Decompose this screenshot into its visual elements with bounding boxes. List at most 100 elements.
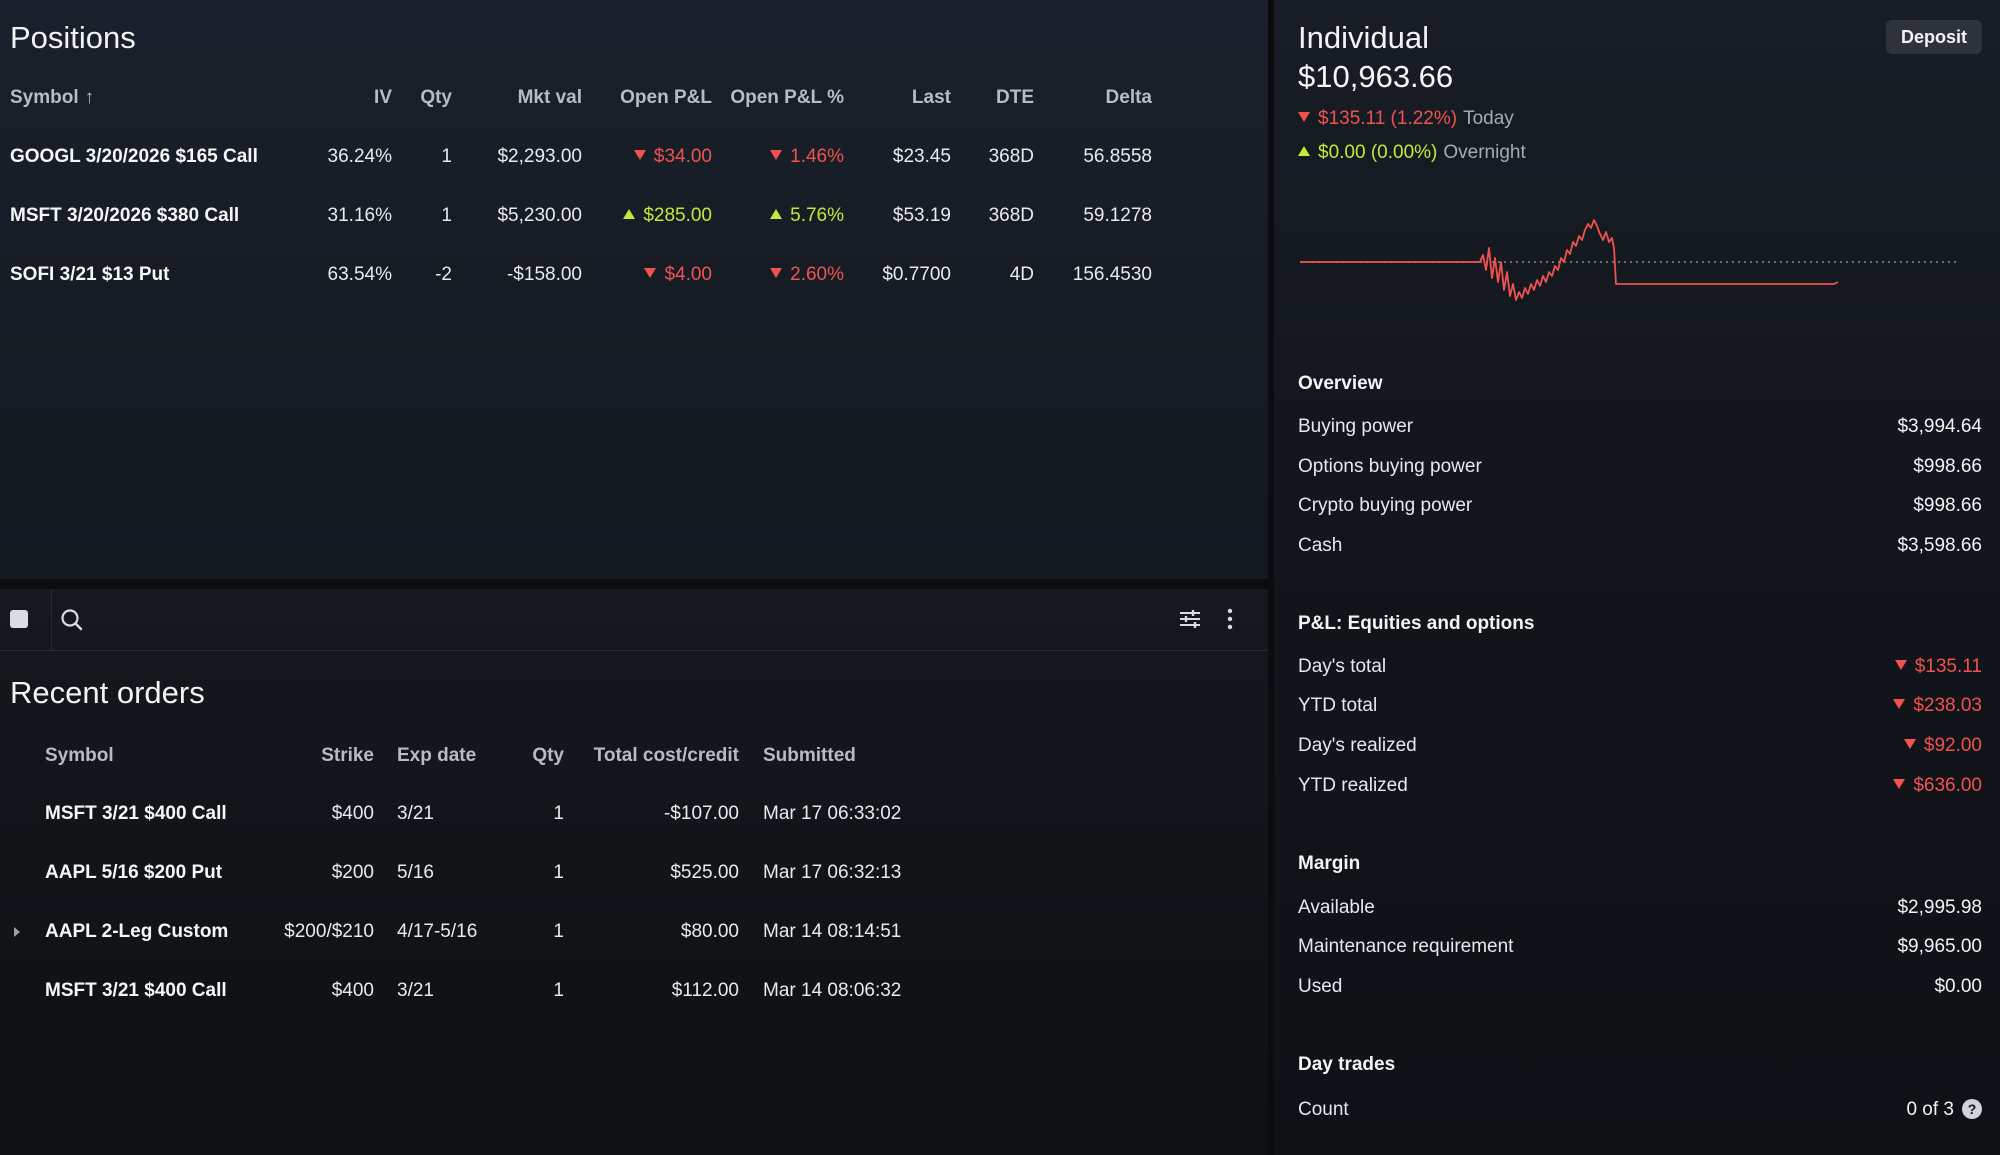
order-exp-date: 4/17-5/16 bbox=[397, 921, 478, 942]
today-change-amount: $135.11 (1.22%) bbox=[1318, 108, 1458, 129]
sparkline-line bbox=[1300, 219, 1839, 301]
down-triangle-icon bbox=[770, 150, 783, 160]
position-row[interactable]: SOFI 3/21 $13 Put 63.54% -2 -$158.00 $4.… bbox=[0, 255, 1268, 295]
order-symbol: AAPL 5/16 $200 Put bbox=[45, 862, 223, 883]
position-row[interactable]: GOOGL 3/20/2026 $165 Call 36.24% 1 $2,29… bbox=[0, 137, 1268, 177]
positions-header-row: Symbol ↑ IV Qty Mkt val Open P&L Open P&L… bbox=[0, 78, 1268, 118]
position-row[interactable]: MSFT 3/20/2026 $380 Call 31.16% 1 $5,230… bbox=[0, 196, 1268, 236]
day-trades-count: Count 0 of 3? bbox=[1298, 1094, 1982, 1126]
orders-toolbar bbox=[0, 589, 1268, 651]
orders-panel: Recent orders Symbol Strike Exp date Qty… bbox=[0, 589, 1268, 1155]
position-dte: 368D bbox=[988, 146, 1034, 167]
position-mkt-val: $2,293.00 bbox=[497, 146, 582, 167]
column-divider[interactable] bbox=[1268, 0, 1274, 1155]
header-symbol[interactable]: Symbol bbox=[45, 745, 114, 766]
overview-item: Buying power $3,994.64 bbox=[1298, 416, 1982, 437]
header-exp-date[interactable]: Exp date bbox=[397, 745, 477, 766]
more-vertical-icon[interactable] bbox=[1216, 605, 1244, 633]
order-strike: $200/$210 bbox=[284, 921, 374, 942]
expand-caret-icon[interactable] bbox=[14, 927, 20, 937]
pnl-item: YTD total $238.03 bbox=[1298, 695, 1982, 716]
toolbar-separator bbox=[51, 589, 52, 651]
pnl-title: P&L: Equities and options bbox=[1298, 613, 1535, 634]
account-panel: Individual $10,963.66 Deposit $135.11 (1… bbox=[1274, 0, 2000, 1155]
header-submitted[interactable]: Submitted bbox=[763, 745, 856, 766]
position-open-pl: $285.00 bbox=[623, 196, 712, 236]
pnl-item: YTD realized $636.00 bbox=[1298, 775, 1982, 796]
pnl-item: Day's realized $92.00 bbox=[1298, 735, 1982, 756]
position-symbol: GOOGL 3/20/2026 $165 Call bbox=[10, 146, 258, 167]
header-dte[interactable]: DTE bbox=[996, 87, 1034, 108]
positions-panel: Positions Symbol ↑ IV Qty Mkt val Open P&… bbox=[0, 0, 1268, 579]
up-triangle-icon bbox=[1298, 146, 1310, 156]
positions-title: Positions bbox=[10, 20, 136, 55]
position-symbol: SOFI 3/21 $13 Put bbox=[10, 264, 170, 285]
position-qty: 1 bbox=[441, 205, 452, 226]
order-qty: 1 bbox=[553, 921, 564, 942]
position-mkt-val: $5,230.00 bbox=[497, 205, 582, 226]
panel-divider[interactable] bbox=[0, 579, 1268, 589]
down-triangle-icon bbox=[644, 268, 657, 278]
order-submitted: Mar 17 06:32:13 bbox=[763, 862, 902, 883]
order-total: -$107.00 bbox=[663, 803, 739, 824]
deposit-button[interactable]: Deposit bbox=[1886, 20, 1982, 54]
orders-header-row: Symbol Strike Exp date Qty Total cost/cr… bbox=[0, 736, 1268, 776]
overview-item: Crypto buying power $998.66 bbox=[1298, 495, 1982, 516]
position-mkt-val: -$158.00 bbox=[506, 264, 582, 285]
header-qty[interactable]: Qty bbox=[532, 745, 564, 766]
order-row[interactable]: AAPL 2-Leg Custom $200/$210 4/17-5/16 1 … bbox=[0, 912, 1268, 952]
position-last: $0.7700 bbox=[882, 264, 951, 285]
position-last: $23.45 bbox=[892, 146, 951, 167]
sort-arrow-icon: ↑ bbox=[84, 87, 95, 108]
order-row[interactable]: MSFT 3/21 $400 Call $400 3/21 1 -$107.00… bbox=[0, 794, 1268, 834]
order-row[interactable]: AAPL 5/16 $200 Put $200 5/16 1 $525.00 M… bbox=[0, 853, 1268, 893]
down-triangle-icon bbox=[1903, 739, 1916, 749]
search-icon[interactable] bbox=[58, 606, 86, 634]
margin-item: Available $2,995.98 bbox=[1298, 897, 1982, 918]
down-triangle-icon bbox=[1298, 112, 1310, 122]
order-row[interactable]: MSFT 3/21 $400 Call $400 3/21 1 $112.00 … bbox=[0, 971, 1268, 1011]
order-qty: 1 bbox=[553, 862, 564, 883]
day-trades-title: Day trades bbox=[1298, 1054, 1396, 1075]
help-icon[interactable]: ? bbox=[1962, 1099, 1982, 1119]
position-qty: 1 bbox=[441, 146, 452, 167]
header-symbol[interactable]: Symbol ↑ bbox=[10, 78, 94, 118]
overnight-change-amount: $0.00 (0.00%) bbox=[1318, 142, 1438, 163]
account-name: Individual bbox=[1298, 20, 1429, 55]
overview-item: Options buying power $998.66 bbox=[1298, 456, 1982, 477]
header-qty[interactable]: Qty bbox=[420, 87, 452, 108]
down-triangle-icon bbox=[1893, 699, 1906, 709]
position-open-pl: $4.00 bbox=[644, 255, 712, 295]
order-qty: 1 bbox=[553, 803, 564, 824]
header-total[interactable]: Total cost/credit bbox=[593, 745, 739, 766]
order-total: $112.00 bbox=[671, 980, 739, 1001]
header-delta[interactable]: Delta bbox=[1105, 87, 1152, 108]
header-strike[interactable]: Strike bbox=[321, 745, 374, 766]
order-total: $525.00 bbox=[670, 862, 739, 883]
position-qty: -2 bbox=[435, 264, 452, 285]
overview-item: Cash $3,598.66 bbox=[1298, 535, 1982, 556]
today-change-label: Today bbox=[1463, 108, 1514, 129]
position-delta: 156.4530 bbox=[1072, 264, 1152, 285]
header-open-pl-pct[interactable]: Open P&L % bbox=[730, 87, 844, 108]
portfolio-sparkline[interactable] bbox=[1298, 200, 1958, 330]
position-last: $53.19 bbox=[892, 205, 951, 226]
position-iv: 63.54% bbox=[327, 264, 392, 285]
margin-title: Margin bbox=[1298, 853, 1361, 874]
position-open-pl-pct: 5.76% bbox=[770, 196, 844, 236]
stop-icon[interactable] bbox=[10, 610, 28, 628]
order-symbol: MSFT 3/21 $400 Call bbox=[45, 980, 227, 1001]
pnl-item: Day's total $135.11 bbox=[1298, 656, 1982, 677]
header-iv[interactable]: IV bbox=[374, 87, 392, 108]
header-mkt-val[interactable]: Mkt val bbox=[517, 87, 582, 108]
header-open-pl[interactable]: Open P&L bbox=[620, 87, 712, 108]
today-change: $135.11 (1.22%) Today bbox=[1298, 108, 1514, 130]
order-total: $80.00 bbox=[680, 921, 739, 942]
overnight-change: $0.00 (0.00%) Overnight bbox=[1298, 142, 1526, 164]
order-submitted: Mar 14 08:06:32 bbox=[763, 980, 902, 1001]
sliders-icon[interactable] bbox=[1176, 605, 1204, 633]
position-symbol: MSFT 3/20/2026 $380 Call bbox=[10, 205, 240, 226]
orders-title: Recent orders bbox=[10, 675, 205, 710]
header-last[interactable]: Last bbox=[911, 87, 951, 108]
order-submitted: Mar 17 06:33:02 bbox=[763, 803, 902, 824]
